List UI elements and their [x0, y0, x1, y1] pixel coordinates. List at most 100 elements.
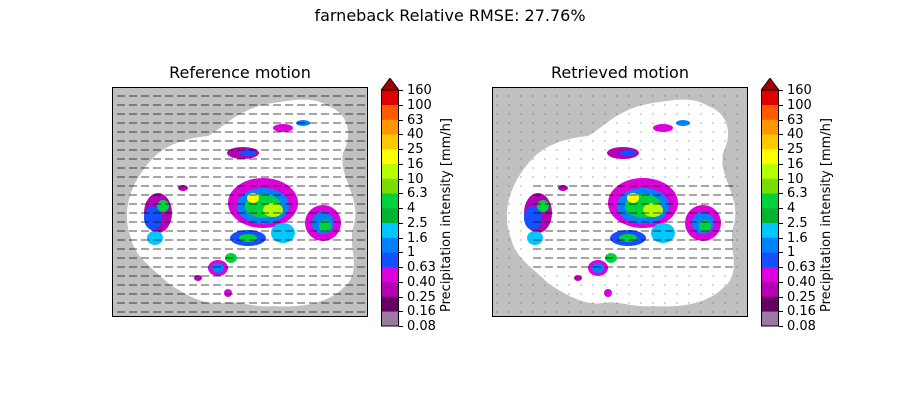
colorbar-segment	[761, 252, 779, 268]
precipitation-cell	[157, 200, 169, 212]
motion-vector	[628, 95, 630, 97]
motion-vector	[544, 131, 546, 133]
precipitation-cell	[178, 185, 188, 191]
motion-vector	[520, 185, 522, 187]
motion-vector	[652, 131, 654, 133]
motion-vector	[580, 275, 582, 277]
motion-vector	[724, 131, 726, 133]
precipitation-cell	[194, 275, 202, 281]
motion-vector	[724, 167, 726, 169]
motion-vector	[652, 167, 654, 169]
precipitation-cell	[627, 193, 639, 203]
colorbar-tick-mark	[779, 311, 783, 313]
motion-vector	[664, 167, 666, 169]
motion-vector	[688, 131, 690, 133]
motion-vector	[688, 302, 690, 304]
panel-title-retrieved: Retrieved motion	[551, 63, 689, 82]
motion-vector	[736, 221, 738, 223]
motion-vector	[712, 284, 714, 286]
motion-vector	[736, 266, 738, 268]
motion-vector	[664, 104, 666, 106]
motion-vector	[676, 275, 678, 277]
motion-vector	[592, 95, 594, 97]
colorbar-segment	[761, 222, 779, 238]
motion-vector	[712, 176, 714, 178]
colorbar-tick-mark	[779, 267, 783, 268]
motion-vector	[580, 284, 582, 286]
colorbar-tick-mark	[779, 237, 783, 239]
colorbar-tick-label: 100	[407, 97, 432, 113]
motion-vector	[580, 104, 582, 106]
motion-vector	[712, 293, 714, 295]
precipitation-cell	[524, 206, 542, 230]
motion-vector	[496, 293, 498, 295]
motion-vector	[568, 131, 570, 133]
motion-vector	[724, 104, 726, 106]
colorbar-tick-label: 160	[407, 83, 432, 98]
motion-vector	[568, 293, 570, 295]
motion-vector	[508, 257, 510, 259]
motion-vector	[616, 176, 618, 178]
precipitation-cell	[699, 220, 711, 232]
motion-vector	[724, 293, 726, 295]
motion-vector	[688, 176, 690, 178]
colorbar-segment	[381, 296, 399, 312]
motion-vector	[580, 293, 582, 295]
motion-vector	[496, 257, 498, 259]
colorbar-tick-mark	[779, 104, 783, 106]
colorbar-tick-mark	[399, 237, 403, 239]
motion-vector	[508, 203, 510, 205]
motion-vector	[700, 104, 702, 106]
motion-vector	[508, 311, 510, 313]
colorbar-tick-label: 1	[787, 245, 796, 261]
motion-vector	[712, 302, 714, 304]
motion-vector	[496, 302, 498, 304]
motion-vector	[640, 293, 642, 295]
motion-vector	[604, 140, 606, 142]
motion-vector	[592, 122, 594, 124]
precipitation-cell	[247, 193, 259, 203]
precipitation-cell	[144, 206, 162, 230]
colorbar-segment	[761, 237, 779, 253]
motion-vector	[700, 158, 702, 160]
motion-vector	[616, 131, 618, 133]
colorbar-tick-mark	[399, 134, 403, 136]
colorbar-segment	[761, 311, 779, 327]
motion-vector	[544, 158, 546, 160]
motion-vector	[520, 149, 522, 151]
colorbar-tick-mark	[779, 208, 783, 209]
motion-vector	[508, 275, 510, 277]
motion-vector	[700, 140, 702, 142]
motion-vector	[508, 95, 510, 97]
colorbar-segment	[381, 208, 399, 224]
motion-vector	[508, 104, 510, 106]
motion-vector	[616, 284, 618, 286]
motion-vector	[640, 131, 642, 133]
motion-vector	[556, 140, 558, 142]
motion-vector	[736, 176, 738, 178]
motion-vector	[652, 113, 654, 115]
motion-vector	[556, 95, 558, 97]
motion-vector	[616, 302, 618, 304]
colorbar-segment	[761, 134, 779, 150]
motion-vector	[676, 113, 678, 115]
motion-vector	[736, 113, 738, 115]
motion-vector	[700, 284, 702, 286]
motion-vector	[688, 293, 690, 295]
motion-vector	[568, 95, 570, 97]
motion-vector	[544, 275, 546, 277]
motion-vector	[520, 311, 522, 313]
motion-vector	[652, 104, 654, 106]
motion-vector	[508, 113, 510, 115]
motion-vector	[736, 149, 738, 151]
motion-vector	[676, 167, 678, 169]
precipitation-cell	[592, 263, 604, 273]
motion-vector	[508, 239, 510, 241]
motion-vector	[508, 284, 510, 286]
motion-vector	[676, 158, 678, 160]
motion-vector	[520, 221, 522, 223]
motion-vector	[592, 167, 594, 169]
motion-vector	[592, 275, 594, 277]
motion-vector	[592, 176, 594, 178]
motion-vector	[700, 293, 702, 295]
